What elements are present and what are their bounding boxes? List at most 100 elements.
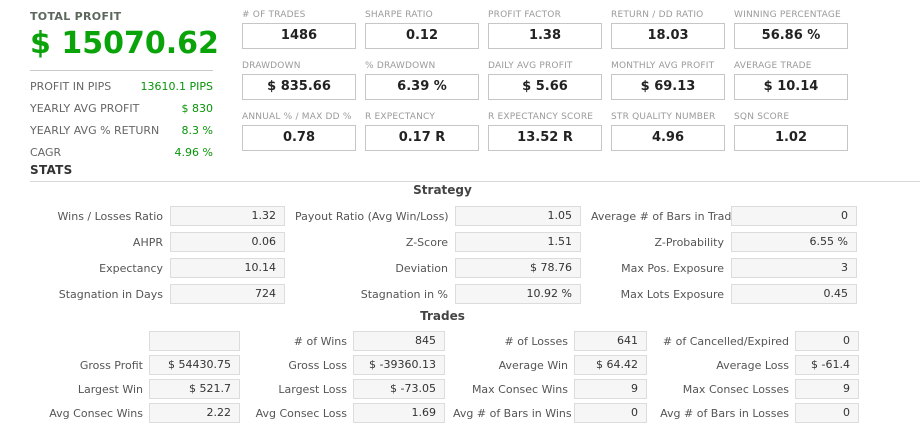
trades-table: Trades # of Wins 845 # of Losses 641 # of Ca… (30, 309, 859, 425)
stat-value-box: 1.32 (170, 206, 285, 226)
stat-label: Z-Probability (654, 235, 724, 249)
stat-pair: Average # of Bars in Trade 0 (591, 206, 857, 226)
strategy-table: Strategy Wins / Losses Ratio 1.32 Payout R… (30, 183, 857, 307)
metric-label: ANNUAL % / MAX DD % (242, 112, 352, 122)
stat-pair: Wins / Losses Ratio 1.32 (30, 206, 285, 226)
stat-pair: Deviation $ 78.76 (295, 258, 581, 278)
stat-pair: Max Consec Wins 9 (453, 379, 647, 399)
stat-value-box (149, 331, 240, 351)
stat-pair: # of Losses 641 (453, 331, 647, 351)
stat-value-box: $ -39360.13 (353, 355, 445, 375)
metric-label: STR QUALITY NUMBER (611, 112, 716, 122)
stat-pair: Stagnation in % 10.92 % (295, 284, 581, 304)
metric-cell: R EXPECTANCY SCORE 13.52 R (488, 112, 602, 151)
stat-label: Average Loss (716, 358, 789, 372)
metric-label: RETURN / DD RATIO (611, 10, 704, 20)
panel-divider (30, 70, 213, 71)
metric-cell: AVERAGE TRADE $ 10.14 (734, 61, 848, 100)
stat-value-box: 6.55 % (731, 232, 857, 252)
stat-pair: Payout Ratio (Avg Win/Loss) 1.05 (295, 206, 581, 226)
metric-value-box: 18.03 (611, 23, 725, 49)
trades-title: Trades (420, 309, 465, 323)
metric-value-box: 0.12 (365, 23, 479, 49)
trades-rows: # of Wins 845 # of Losses 641 # of Cancelled… (30, 329, 859, 425)
metric-cell: # OF TRADES 1486 (242, 10, 356, 49)
profit-row-label: CAGR (30, 146, 62, 159)
stat-value-box: 0 (731, 206, 857, 226)
stat-label: Max Consec Wins (471, 382, 568, 396)
metric-label: R EXPECTANCY (365, 112, 436, 122)
profit-row-label: YEARLY AVG PROFIT (30, 102, 140, 115)
stat-value-box: 9 (574, 379, 647, 399)
stat-label: Z-Score (405, 235, 448, 249)
stat-pair: Gross Loss $ -39360.13 (248, 355, 445, 375)
stat-label: Max Pos. Exposure (621, 261, 724, 275)
stat-row: Gross Profit $ 54430.75 Gross Loss $ -39360… (30, 353, 859, 377)
stat-value-box: 1.05 (455, 206, 581, 226)
stat-label: Wins / Losses Ratio (57, 209, 163, 223)
metric-value-box: 13.52 R (488, 125, 602, 151)
metric-value-box: 56.86 % (734, 23, 848, 49)
stat-pair: Avg Consec Wins 2.22 (30, 403, 240, 423)
metric-cell: DAILY AVG PROFIT $ 5.66 (488, 61, 602, 100)
stat-value-box: 724 (170, 284, 285, 304)
stat-value-box: 641 (574, 331, 647, 351)
metric-label: PROFIT FACTOR (488, 10, 562, 20)
stat-value-box: 1.69 (353, 403, 445, 423)
stat-row: Wins / Losses Ratio 1.32 Payout Ratio (Avg… (30, 203, 857, 229)
metric-cell: DRAWDOWN $ 835.66 (242, 61, 356, 100)
stat-row: Expectancy 10.14 Deviation $ 78.76 Max Pos. … (30, 255, 857, 281)
metrics-grid: # OF TRADES 1486 SHARPE RATIO 0.12 PROFIT FA… (242, 10, 848, 151)
metric-value-box: $ 69.13 (611, 74, 725, 100)
stat-label: Payout Ratio (Avg Win/Loss) (295, 209, 449, 223)
metric-value-box: 0.78 (242, 125, 356, 151)
stat-label: AHPR (132, 235, 163, 249)
stat-label: Deviation (395, 261, 448, 275)
metric-value-box: 1486 (242, 23, 356, 49)
stat-pair: Avg # of Bars in Losses 0 (655, 403, 859, 423)
stat-label: Max Lots Exposure (620, 287, 724, 301)
metric-cell: WINNING PERCENTAGE 56.86 % (734, 10, 848, 49)
stat-value-box: $ 54430.75 (149, 355, 240, 375)
stat-value-box: 845 (353, 331, 445, 351)
stat-value-box: $ -73.05 (353, 379, 445, 399)
stat-pair: Average Loss $ -61.4 (655, 355, 859, 375)
stat-pair: # of Wins 845 (248, 331, 445, 351)
stat-value-box: $ -61.4 (795, 355, 859, 375)
profit-row-value: 4.96 % (174, 146, 213, 159)
stat-label: # of Cancelled/Expired (662, 334, 789, 348)
metric-label: AVERAGE TRADE (734, 61, 812, 71)
profit-row: PROFIT IN PIPS 13610.1 PIPS (30, 76, 213, 98)
stat-label: Average Win (498, 358, 568, 372)
stat-pair: AHPR 0.06 (30, 232, 285, 252)
stat-row: Stagnation in Days 724 Stagnation in % 10.9… (30, 281, 857, 307)
profit-row: CAGR 4.96 % (30, 142, 213, 164)
stat-value-box: 0 (795, 403, 859, 423)
stat-pair: Largest Loss $ -73.05 (248, 379, 445, 399)
metric-label: SQN SCORE (734, 112, 790, 122)
metric-value-box: 6.39 % (365, 74, 479, 100)
metric-label: DAILY AVG PROFIT (488, 61, 573, 71)
stat-pair (30, 331, 240, 351)
stat-row: # of Wins 845 # of Losses 641 # of Cancelled… (30, 329, 859, 353)
total-profit-value: $ 15070.62 (30, 26, 219, 61)
stat-value-box: $ 521.7 (149, 379, 240, 399)
metric-cell: RETURN / DD RATIO 18.03 (611, 10, 725, 49)
stat-pair: Avg # of Bars in Wins 0 (453, 403, 647, 423)
stat-label: Stagnation in Days (58, 287, 163, 301)
metric-value-box: 4.96 (611, 125, 725, 151)
stat-pair: # of Cancelled/Expired 0 (655, 331, 859, 351)
metric-cell: MONTHLY AVG PROFIT $ 69.13 (611, 61, 725, 100)
strategy-title: Strategy (413, 183, 472, 197)
metric-value-box: 1.38 (488, 23, 602, 49)
stat-pair: Max Consec Losses 9 (655, 379, 859, 399)
stat-pair: Stagnation in Days 724 (30, 284, 285, 304)
stat-label: Avg Consec Loss (255, 406, 347, 420)
stat-pair: Expectancy 10.14 (30, 258, 285, 278)
profit-row-value: $ 830 (181, 102, 214, 115)
stat-label: Gross Loss (288, 358, 347, 372)
stat-row: Largest Win $ 521.7 Largest Loss $ -73.05 Ma… (30, 377, 859, 401)
stat-value-box: 0 (795, 331, 859, 351)
stat-value-box: $ 64.42 (574, 355, 647, 375)
